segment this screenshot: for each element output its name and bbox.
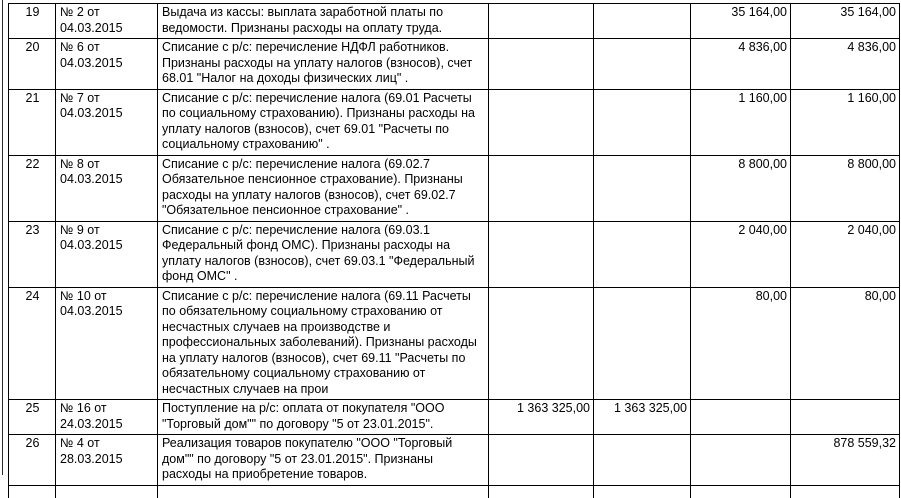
page-left-rule bbox=[2, 0, 3, 475]
description-cell: Выдача из кассы: выплата заработной плат… bbox=[157, 3, 489, 39]
doc-cell: № 7 от 04.03.2015 bbox=[55, 88, 158, 156]
row-number-cell: 26 bbox=[8, 434, 56, 486]
description-cell: Поступление на р/с: оплата от покупателя… bbox=[157, 399, 489, 435]
doc-cell: № 10 от 04.03.2015 bbox=[55, 286, 158, 400]
amount-cell-4: 2 040,00 bbox=[790, 220, 900, 288]
amount-cell-4: 8 800,00 bbox=[790, 154, 900, 222]
amount-cell-4 bbox=[790, 399, 900, 435]
amount-cell-1 bbox=[488, 434, 594, 486]
doc-date: 04.03.2015 bbox=[60, 304, 123, 318]
amount-cell-2: 1 363 325,00 bbox=[593, 399, 691, 435]
row-number-cell: 23 bbox=[8, 220, 56, 288]
amount-cell-3: 4 836,00 bbox=[690, 38, 791, 90]
amount-cell-3 bbox=[690, 484, 791, 498]
doc-number: № 8 от bbox=[60, 156, 100, 171]
amount-cell-2 bbox=[593, 38, 691, 90]
table-row-partial bbox=[8, 484, 900, 498]
amount-cell-4: 1 160,00 bbox=[790, 88, 900, 156]
doc-number: № 9 от bbox=[60, 222, 100, 237]
doc-date: 24.03.2015 bbox=[60, 416, 123, 431]
doc-cell: № 4 от 28.03.2015 bbox=[55, 434, 158, 486]
description-cell: Списание с р/с: перечисление НДФЛ работн… bbox=[157, 38, 489, 90]
description-cell: Списание с р/с: перечисление налога (69.… bbox=[157, 286, 489, 400]
doc-date: 04.03.2015 bbox=[60, 172, 123, 186]
amount-cell-2 bbox=[593, 220, 691, 288]
amount-cell-1 bbox=[488, 484, 594, 498]
amount-cell-1 bbox=[488, 154, 594, 222]
doc-number: № 6 от bbox=[60, 40, 100, 54]
amount-cell-3: 1 160,00 bbox=[690, 88, 791, 156]
doc-number: № 4 от bbox=[60, 436, 100, 450]
doc-number: № 2 от bbox=[60, 5, 100, 19]
description-cell: Списание с р/с: перечисление налога (69.… bbox=[157, 154, 489, 222]
amount-cell-4 bbox=[790, 484, 900, 498]
table-row[interactable]: 21 № 7 от 04.03.2015 Списание с р/с: пер… bbox=[8, 88, 900, 156]
table-row[interactable]: 25 № 16 от 24.03.2015 Поступление на р/с… bbox=[8, 399, 900, 435]
row-number-cell bbox=[8, 484, 56, 498]
doc-cell: № 6 от 04.03.2015 bbox=[55, 38, 158, 90]
row-number-cell: 22 bbox=[8, 154, 56, 222]
amount-cell-4: 4 836,00 bbox=[790, 38, 900, 90]
table-row[interactable]: 24 № 10 от 04.03.2015 Списание с р/с: пе… bbox=[8, 286, 900, 400]
amount-cell-4: 80,00 bbox=[790, 286, 900, 400]
row-number-cell: 25 bbox=[8, 399, 56, 435]
amount-cell-2 bbox=[593, 154, 691, 222]
journal-table-body: 19 № 2 от 04.03.2015 Выдача из кассы: вы… bbox=[8, 3, 900, 498]
doc-cell: № 2 от 04.03.2015 bbox=[55, 3, 158, 39]
description-cell bbox=[157, 484, 489, 498]
row-number-cell: 20 bbox=[8, 38, 56, 90]
amount-cell-2 bbox=[593, 286, 691, 400]
amount-cell-1 bbox=[488, 3, 594, 39]
table-row[interactable]: 19 № 2 от 04.03.2015 Выдача из кассы: вы… bbox=[8, 3, 900, 39]
amount-cell-3: 8 800,00 bbox=[690, 154, 791, 222]
row-number-cell: 21 bbox=[8, 88, 56, 156]
amount-cell-3: 80,00 bbox=[690, 286, 791, 400]
doc-date: 04.03.2015 bbox=[60, 238, 123, 252]
amount-cell-3: 2 040,00 bbox=[690, 220, 791, 288]
amount-cell-1 bbox=[488, 220, 594, 288]
doc-number: № 7 от bbox=[60, 90, 100, 105]
doc-number: № 10 от bbox=[60, 288, 107, 303]
description-cell: Реализация товаров покупателю "ООО "Торг… bbox=[157, 434, 489, 486]
doc-date: 28.03.2015 bbox=[60, 451, 123, 466]
amount-cell-2 bbox=[593, 88, 691, 156]
table-row[interactable]: 23 № 9 от 04.03.2015 Списание с р/с: пер… bbox=[8, 220, 900, 288]
doc-date: 04.03.2015 bbox=[60, 55, 123, 70]
description-cell: Списание с р/с: перечисление налога (69.… bbox=[157, 88, 489, 156]
row-number-cell: 19 bbox=[8, 3, 56, 39]
amount-cell-1 bbox=[488, 38, 594, 90]
doc-cell bbox=[55, 484, 158, 498]
amount-cell-4: 878 559,32 bbox=[790, 434, 900, 486]
doc-number: № 16 от bbox=[60, 401, 107, 415]
amount-cell-1: 1 363 325,00 bbox=[488, 399, 594, 435]
amount-cell-3 bbox=[690, 434, 791, 486]
table-row[interactable]: 26 № 4 от 28.03.2015 Реализация товаров … bbox=[8, 434, 900, 486]
amount-cell-2 bbox=[593, 3, 691, 39]
amount-cell-3 bbox=[690, 399, 791, 435]
amount-cell-4: 35 164,00 bbox=[790, 3, 900, 39]
description-cell: Списание с р/с: перечисление налога (69.… bbox=[157, 220, 489, 288]
doc-date: 04.03.2015 bbox=[60, 20, 123, 35]
table-row[interactable]: 22 № 8 от 04.03.2015 Списание с р/с: пер… bbox=[8, 154, 900, 222]
doc-cell: № 9 от 04.03.2015 bbox=[55, 220, 158, 288]
amount-cell-2 bbox=[593, 484, 691, 498]
amount-cell-1 bbox=[488, 88, 594, 156]
amount-cell-2 bbox=[593, 434, 691, 486]
table-row[interactable]: 20 № 6 от 04.03.2015 Списание с р/с: пер… bbox=[8, 38, 900, 90]
operations-journal-table: 19 № 2 от 04.03.2015 Выдача из кассы: вы… bbox=[8, 3, 900, 498]
doc-cell: № 8 от 04.03.2015 bbox=[55, 154, 158, 222]
row-number-cell: 24 bbox=[8, 286, 56, 400]
amount-cell-1 bbox=[488, 286, 594, 400]
doc-cell: № 16 от 24.03.2015 bbox=[55, 399, 158, 435]
doc-date: 04.03.2015 bbox=[60, 106, 123, 120]
amount-cell-3: 35 164,00 bbox=[690, 3, 791, 39]
